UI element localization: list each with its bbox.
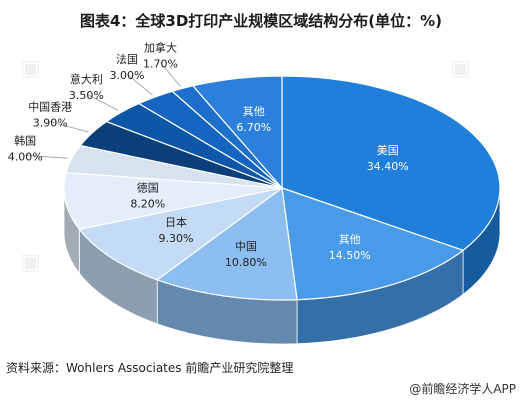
slice-value-2: 10.80% bbox=[225, 256, 267, 269]
slice-value-9: 1.70% bbox=[143, 58, 178, 71]
slice-label-7: 意大利 bbox=[70, 72, 103, 86]
leader-line-8 bbox=[126, 73, 153, 96]
slice-value-10: 6.70% bbox=[236, 121, 271, 134]
leader-line-5 bbox=[25, 155, 68, 159]
slice-value-8: 3.00% bbox=[110, 69, 145, 82]
pie-slice-4 bbox=[63, 171, 283, 230]
slice-label-2: 中国 bbox=[235, 240, 257, 253]
pie-slice-1 bbox=[281, 187, 465, 301]
pie-slices bbox=[63, 75, 501, 301]
watermark-logo: ▣ bbox=[20, 56, 41, 81]
watermark-logo: ▣ bbox=[20, 250, 41, 275]
brand-credit: @前瞻经济学人APP bbox=[409, 382, 516, 396]
leader-line-9 bbox=[160, 62, 181, 87]
slice-value-7: 3.50% bbox=[69, 89, 104, 102]
slice-value-0: 34.40% bbox=[367, 160, 409, 173]
slice-label-1: 其他 bbox=[339, 233, 361, 246]
slice-value-5: 4.00% bbox=[8, 150, 43, 163]
slice-label-5: 韩国 bbox=[14, 133, 36, 147]
pie-slice-2 bbox=[155, 186, 298, 301]
slice-label-0: 美国 bbox=[377, 144, 399, 157]
slice-label-4: 德国 bbox=[137, 180, 159, 194]
leader-line-7 bbox=[86, 93, 119, 111]
slice-label-9: 加拿大 bbox=[144, 41, 177, 55]
slice-value-3: 9.30% bbox=[159, 232, 194, 245]
chart-title: 图表4：全球3D打印产业规模区域结构分布(单位：%) bbox=[79, 12, 443, 30]
slice-label-6: 中国香港 bbox=[28, 101, 72, 114]
pie-slice-10 bbox=[191, 75, 283, 190]
pie-labels: 美国 34.40% 其他 14.50% 中国 10.80% 日本 9.30% 德国 8.20% 韩国… bbox=[8, 41, 409, 269]
slice-label-3: 日本 bbox=[165, 215, 187, 229]
pie-slice-0 bbox=[281, 75, 501, 252]
slice-value-4: 8.20% bbox=[130, 197, 165, 210]
watermark-logo: ▣ bbox=[450, 56, 471, 81]
pie-slice-3 bbox=[78, 187, 283, 281]
leader-line-6 bbox=[50, 121, 89, 133]
slice-label-8: 法国 bbox=[116, 52, 138, 66]
slice-value-1: 14.50% bbox=[329, 249, 371, 262]
pie-side-walls bbox=[63, 187, 501, 345]
source-note: 资料来源：Wohlers Associates 前瞻产业研究院整理 bbox=[6, 361, 294, 375]
slice-value-6: 3.90% bbox=[33, 117, 68, 130]
slice-label-10: 其他 bbox=[243, 105, 265, 118]
